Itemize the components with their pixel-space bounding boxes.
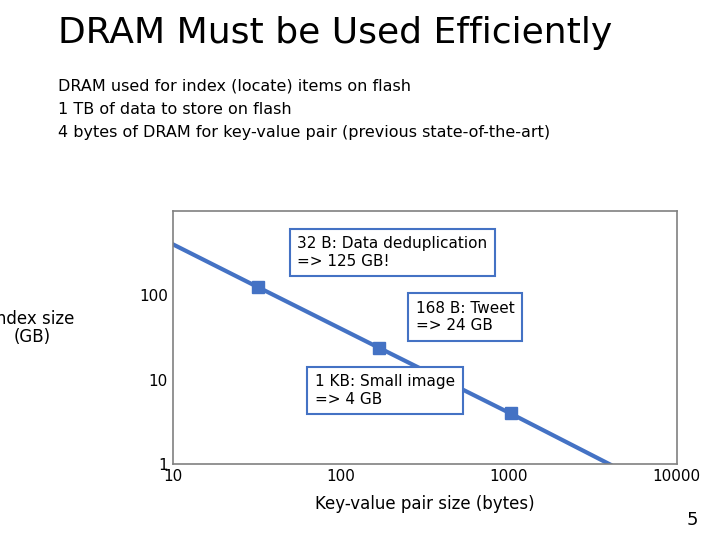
Text: 168 B: Tweet
=> 24 GB: 168 B: Tweet => 24 GB: [416, 301, 515, 333]
Text: 5: 5: [687, 511, 698, 529]
Text: 32 B: Data deduplication
=> 125 GB!: 32 B: Data deduplication => 125 GB!: [297, 237, 487, 269]
Text: (GB): (GB): [14, 328, 51, 347]
Text: Index size: Index size: [0, 309, 74, 328]
X-axis label: Key-value pair size (bytes): Key-value pair size (bytes): [315, 495, 535, 514]
Text: DRAM Must be Used Efficiently: DRAM Must be Used Efficiently: [58, 16, 612, 50]
Text: 1 KB: Small image
=> 4 GB: 1 KB: Small image => 4 GB: [315, 374, 455, 407]
Text: 4 bytes of DRAM for key-value pair (previous state-of-the-art): 4 bytes of DRAM for key-value pair (prev…: [58, 125, 550, 140]
Text: DRAM used for index (locate) items on flash: DRAM used for index (locate) items on fl…: [58, 78, 410, 93]
Text: 1 TB of data to store on flash: 1 TB of data to store on flash: [58, 102, 291, 117]
